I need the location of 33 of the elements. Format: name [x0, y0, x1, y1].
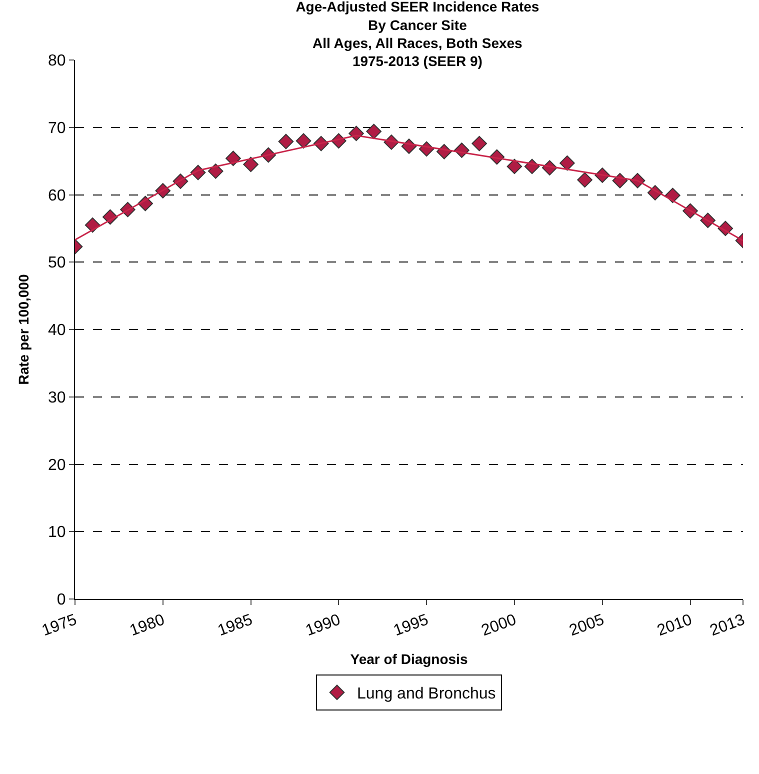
point	[226, 150, 241, 166]
x-tick-label: 1985	[216, 611, 255, 640]
x-tick-label: 2013	[708, 611, 748, 640]
x-tick-label: 1990	[304, 611, 343, 640]
y-tick-label: 60	[48, 187, 66, 204]
y-tick-label: 30	[48, 389, 66, 406]
y-tick-label: 50	[48, 254, 66, 272]
point	[278, 134, 294, 150]
y-tick-label: 20	[48, 456, 66, 474]
point	[577, 172, 592, 188]
y-tick-label: 40	[48, 322, 66, 340]
x-tick-label: 1980	[128, 611, 168, 640]
point	[366, 124, 382, 140]
y-tick-label: 70	[48, 120, 66, 137]
x-tick-label: 1975	[40, 611, 80, 640]
point	[296, 133, 312, 148]
y-tick-label: 80	[48, 52, 66, 70]
point	[472, 136, 487, 152]
point	[506, 158, 522, 174]
x-tick-label: 2005	[567, 611, 607, 640]
point	[243, 156, 258, 172]
point	[560, 155, 575, 171]
x-tick-label: 2010	[655, 611, 694, 640]
point	[208, 164, 224, 179]
point	[665, 188, 680, 204]
x-tick-label: 1995	[391, 611, 431, 640]
y-axis-title: Rate per 100,000	[16, 274, 32, 385]
y-tick-label: 0	[56, 592, 66, 609]
x-axis-title: Year of Diagnosis	[350, 650, 468, 667]
legend-label: Lung and Bronchus	[357, 686, 496, 703]
chart-title: Age-Adjusted SEER Incidence Rates By Cancer Site All Ages, All Races, Both Sexes 1975-2013 (SEER 9)	[296, 0, 540, 70]
x-tick-label: 2000	[479, 611, 519, 640]
y-tick-label: 10	[48, 524, 66, 542]
